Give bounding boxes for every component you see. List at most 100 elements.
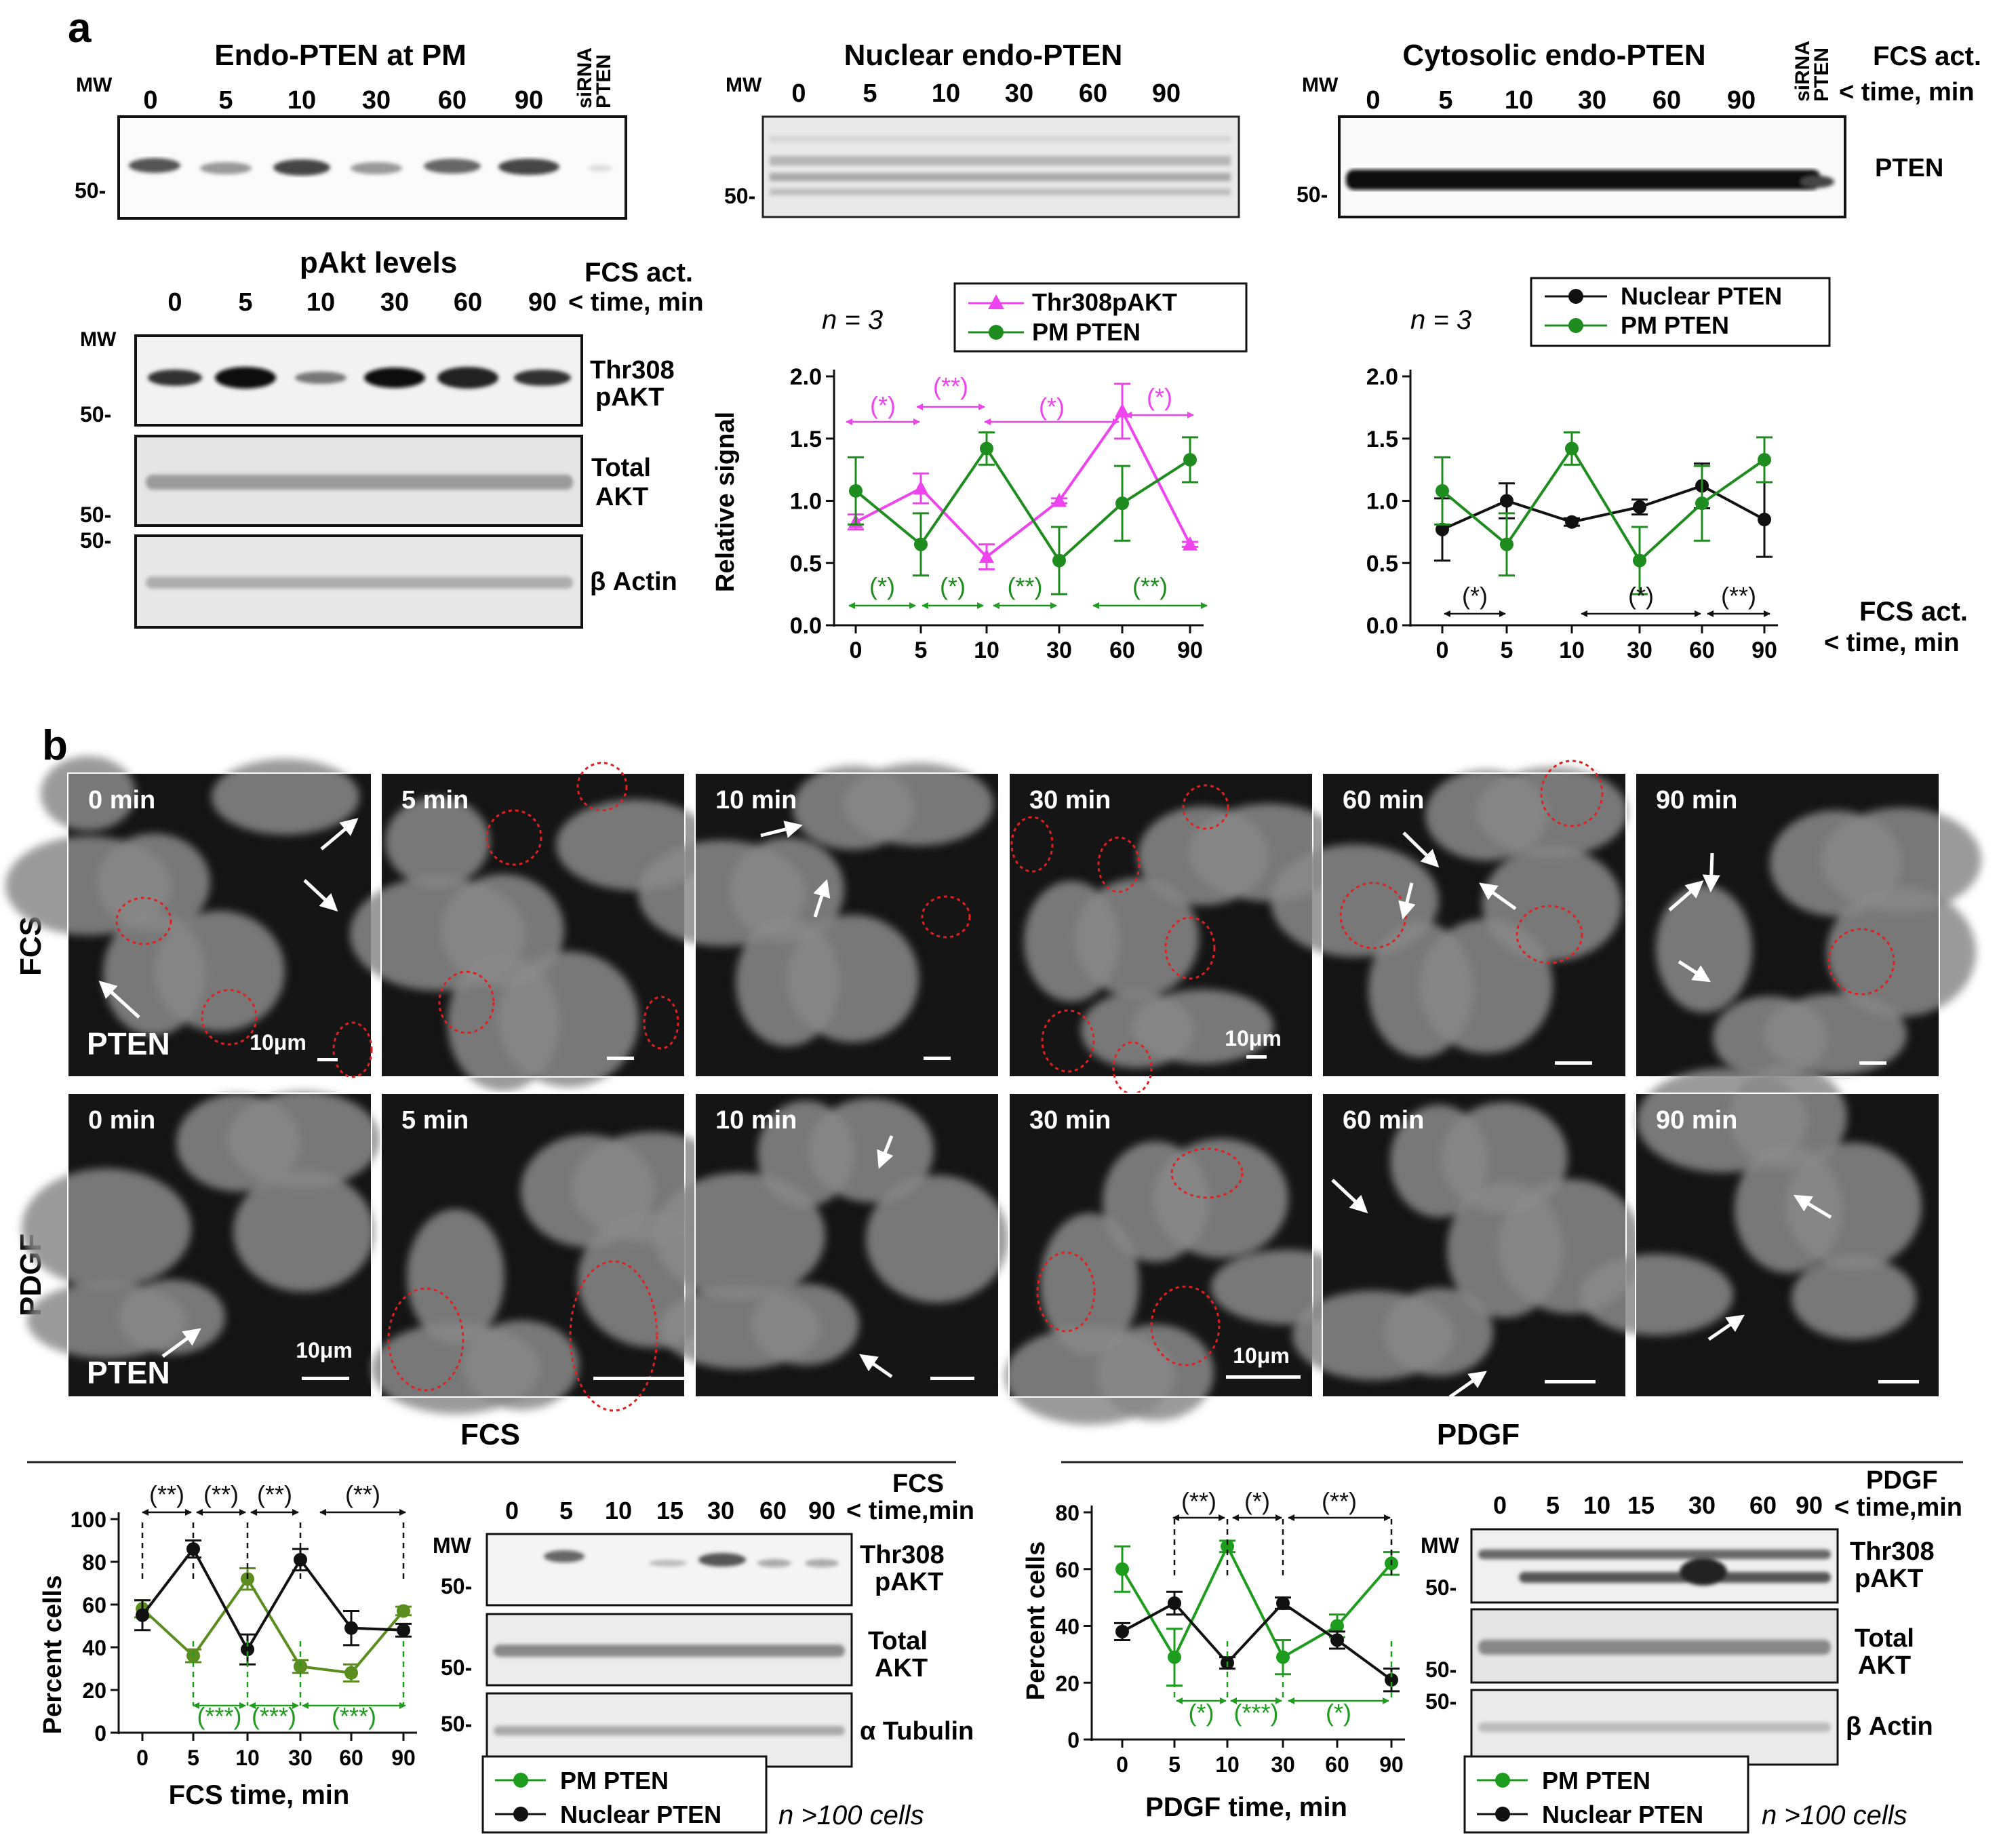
data-point [914, 537, 928, 551]
cell-body [41, 756, 136, 831]
data-point [1633, 553, 1646, 568]
pdgf-blot-m2: 50- [1425, 1657, 1457, 1682]
pakt-lane-label: 10 [306, 288, 335, 317]
fcsb-lane-label: 5 [559, 1497, 573, 1525]
y-tick-label: 1.0 [790, 489, 822, 515]
micrograph-cells [654, 1098, 1008, 1369]
y-tick-label: 2.0 [1366, 364, 1398, 390]
x-tick-label: 60 [1109, 637, 1135, 663]
y-tick-label: 0.5 [790, 551, 822, 576]
data-point [1115, 1624, 1129, 1638]
pdgf-blot-row3: β Actin [1846, 1712, 1933, 1741]
cell-body [407, 1209, 504, 1343]
scale-bar [317, 1058, 338, 1061]
micrograph-time-label: 60 min [1343, 1106, 1424, 1135]
arrow-icon [1402, 831, 1440, 868]
series-line [1121, 1543, 1393, 1660]
x-tick-label: 5 [1501, 637, 1513, 663]
significance-label: (***) [1233, 1699, 1278, 1727]
fcsb-lane-label: 30 [707, 1497, 734, 1525]
scale-bar [1545, 1380, 1596, 1383]
micrograph-time-label: 30 min [1029, 1106, 1111, 1135]
x-tick-label: 0 [1436, 637, 1449, 663]
micrograph-grid: 0 min 5 min 10 min 30 min 60 min 90 min PTEN 0 … [5, 756, 1981, 1425]
data-point [1052, 553, 1066, 568]
blot-pm-lanes: 0 5 10 30 60 90 [143, 86, 543, 115]
y-tick-label: 40 [1055, 1615, 1080, 1639]
x-tick-label: 5 [187, 1746, 199, 1770]
pdgf-blot-lanes: 0 5 10 15 30 60 90 [1493, 1491, 1823, 1519]
cell-body [1482, 847, 1622, 961]
fcs-blot-row1-l2: pAKT [875, 1568, 943, 1596]
significance-label: (***) [252, 1702, 296, 1730]
chart2-plot: 0.0 0.5 1.0 1.5 2.0 0 5 10 30 60 90 (*) (*) (**) [1366, 364, 1778, 663]
pdgf-blot-frame-1 [1470, 1528, 1839, 1604]
bottom-header-fcs: FCS [460, 1418, 520, 1451]
y-tick-label: 1.0 [1366, 489, 1398, 515]
pakt-row1-l2: pAKT [595, 383, 664, 412]
arrow-icon [1668, 880, 1704, 911]
blot-cyto-bands [1346, 170, 1834, 190]
chart2-legend-label-2: PM PTEN [1621, 311, 1729, 339]
data-point [1115, 1562, 1129, 1576]
scale-label: 10μm [296, 1338, 353, 1362]
chart1-legend [953, 282, 1248, 353]
blot-nuclear-pten: Nuclear endo-PTEN MW 0 5 10 30 60 90 50- [724, 39, 1240, 218]
x-tick-label: 10 [235, 1746, 260, 1770]
y-tick-label: 0.0 [1366, 613, 1398, 639]
significance-label: (***) [332, 1702, 376, 1730]
arrow-icon [813, 879, 831, 918]
cell-body [1425, 770, 1547, 861]
fcsb-lane-label: 10 [605, 1497, 632, 1525]
arrow-icon [760, 821, 803, 838]
cell-body [103, 913, 205, 1036]
pakt-row2-l2: AKT [595, 483, 648, 511]
pakt-lane-label: 0 [167, 288, 182, 317]
chart3-xlabel: FCS time, min [169, 1780, 350, 1810]
y-tick-label: 1.5 [1366, 427, 1398, 452]
micrograph-time-label: 90 min [1656, 1106, 1737, 1135]
fcs-blot-row1-l1: Thr308 [860, 1541, 945, 1569]
blot-cyto-pten: PTEN [1810, 47, 1833, 102]
pakt-title: pAkt levels [300, 246, 457, 279]
x-tick-label: 30 [288, 1746, 313, 1770]
significance-label: (*) [870, 391, 896, 419]
legend-fcs-marker-1 [513, 1773, 528, 1788]
blot-pm-bands [129, 158, 612, 176]
significance-label: (**) [933, 372, 968, 400]
blot-pm-pten: Endo-PTEN at PM MW 0 5 10 30 60 90 siRNA PTEN… [75, 39, 627, 220]
chart-relative-signal: n = 3 Relative signal 0.0 0.5 1.0 1.5 2.0 0 5 1… [711, 282, 1248, 663]
micrograph-time-label: 0 min [88, 786, 155, 814]
micrograph-time-label: 30 min [1029, 786, 1111, 814]
data-point [1183, 452, 1197, 467]
scale-bar [930, 1377, 974, 1380]
data-point [344, 1666, 358, 1680]
cell-body [638, 840, 805, 946]
micrograph-border [67, 1093, 372, 1398]
chart2-legend-label-1: Nuclear PTEN [1621, 282, 1782, 310]
pm-lane-label: 30 [362, 86, 391, 115]
cell-body [1713, 996, 1827, 1079]
nucleus-outline [1150, 1285, 1221, 1367]
data-point [1758, 513, 1771, 527]
blot-pm-title: Endo-PTEN at PM [214, 39, 467, 72]
data-point [241, 1572, 254, 1586]
chart2-legend-marker-2 [1568, 318, 1583, 333]
micrograph-time-label: 10 min [715, 786, 797, 814]
pdgf-blot-row1-l2: pAKT [1855, 1565, 1923, 1593]
arrow-icon [98, 980, 140, 1019]
pakt-marker-2: 50- [80, 503, 111, 527]
pdgfb-lane-label: 5 [1546, 1491, 1560, 1519]
nucleus-outline [332, 1021, 373, 1078]
fcs-blot-row2-l2: AKT [875, 1654, 928, 1683]
blot-cyto-lanes: 0 5 10 30 60 90 [1366, 86, 1756, 115]
blot-fcs-pakt: 0 5 10 15 30 60 90 FCS < time,min MW Thr308 pA… [433, 1470, 974, 1768]
cell-body [5, 836, 171, 935]
micrograph-border [694, 772, 1000, 1078]
chart-nuclear-vs-pm: n = 3 0.0 0.5 1.0 1.5 2.0 0 5 10 30 60 90 (*) (*) (**… [1366, 277, 1968, 663]
cell-body [448, 954, 559, 1091]
scale-bar [302, 1377, 349, 1380]
chart2-legend [1530, 277, 1831, 347]
scale-bar [607, 1057, 634, 1060]
